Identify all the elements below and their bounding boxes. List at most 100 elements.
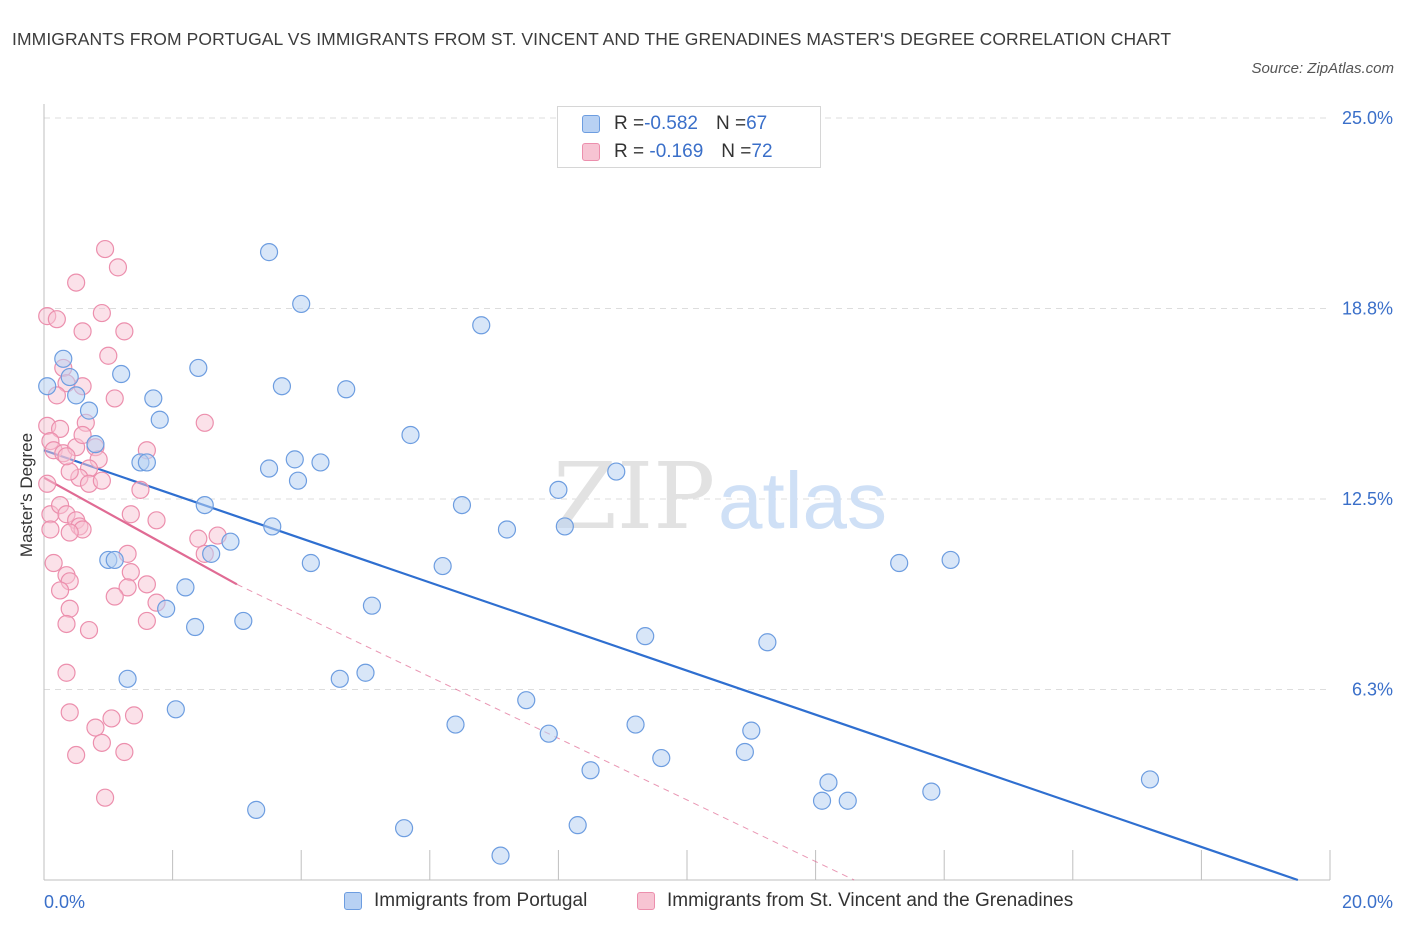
portugal-point	[356, 663, 375, 682]
st-vincent-point	[121, 505, 140, 524]
st-vincent-point	[73, 322, 92, 341]
st-vincent-point	[121, 563, 140, 582]
st-vincent-point	[105, 389, 124, 408]
portugal-point	[79, 401, 99, 420]
st-vincent-point	[79, 620, 99, 640]
legend-item-st-vincent[interactable]: Immigrants from St. Vincent and the Gren…	[637, 890, 1073, 912]
watermark: ZIP atlas	[553, 443, 887, 550]
portugal-point	[137, 453, 156, 472]
portugal-point	[452, 495, 472, 515]
portugal-point	[819, 773, 838, 792]
st-vincent-point	[73, 425, 92, 445]
portugal-point	[285, 450, 304, 469]
portugal-point	[758, 633, 777, 652]
portugal-point	[221, 532, 240, 551]
st-vincent-point	[60, 462, 79, 481]
portugal-point	[263, 517, 282, 536]
portugal-point	[176, 578, 195, 597]
st-vincent-point	[195, 413, 214, 432]
y-tick-label: 18.8%	[1342, 299, 1393, 319]
st-vincent-point	[137, 575, 156, 594]
source-label: Source: ZipAtlas.com	[1251, 60, 1394, 77]
portugal-point	[394, 819, 414, 838]
y-tick-label: 25.0%	[1342, 108, 1393, 128]
st-vincent-point	[124, 706, 144, 725]
portugal-point	[517, 691, 536, 710]
st-vincent-point	[67, 745, 86, 765]
st-vincent-point	[115, 742, 134, 762]
portugal-point	[311, 453, 330, 472]
r-label: R =	[614, 113, 645, 134]
portugal-point	[86, 435, 105, 454]
st-vincent-point	[60, 523, 79, 542]
portugal-point	[626, 715, 645, 734]
portugal-point	[60, 367, 79, 387]
st-vincent-point	[60, 703, 79, 722]
x-tick-label: 0.0%	[44, 892, 85, 912]
tick-labels: 6.3% 12.5% 18.8% 25.0% 0.0% 20.0%	[44, 108, 1393, 912]
st-vincent-point	[95, 788, 115, 807]
portugal-point	[497, 520, 517, 539]
portugal-point	[922, 782, 941, 801]
watermark-zip: ZIP	[553, 443, 715, 550]
portugal-point	[189, 358, 208, 378]
portugal-point	[812, 791, 832, 810]
portugal-point	[247, 800, 266, 819]
st-vincent-point	[50, 419, 70, 438]
portugal-point	[735, 742, 754, 762]
st-vincent-point	[57, 447, 76, 466]
legend-label: Immigrants from Portugal	[374, 890, 588, 911]
legend-swatch-blue	[344, 892, 362, 910]
n-value: 72	[751, 141, 773, 162]
st-vincent-point	[105, 587, 124, 606]
watermark-atlas: atlas	[718, 456, 887, 545]
st-vincent-point	[86, 718, 105, 737]
portugal-point	[195, 495, 214, 515]
st-vincent-point	[95, 239, 115, 259]
st-vincent-point	[60, 599, 79, 618]
y-tick-label: 12.5%	[1342, 489, 1393, 509]
chart-title: IMMIGRANTS FROM PORTUGAL VS IMMIGRANTS F…	[12, 29, 1172, 49]
st-vincent-point	[99, 346, 118, 365]
legend-item-portugal[interactable]: Immigrants from Portugal	[344, 890, 587, 912]
portugal-point	[259, 243, 279, 262]
portugal-point	[330, 669, 349, 688]
portugal-point	[433, 556, 452, 576]
portugal-point	[105, 550, 124, 570]
portugal-point	[652, 748, 671, 768]
st-vincent-point	[118, 578, 137, 597]
portugal-point	[259, 459, 279, 478]
portugal-point	[234, 611, 253, 631]
legend-swatch-pink	[637, 892, 655, 910]
portugal-point	[941, 550, 960, 570]
st-vincent-point	[102, 709, 121, 728]
grid-lines	[44, 117, 1330, 690]
n-value: 67	[746, 113, 768, 134]
portugal-point	[890, 553, 909, 573]
st-vincent-point	[147, 511, 166, 530]
portugal-point	[401, 425, 420, 445]
portugal-point	[157, 599, 176, 618]
stats-row-portugal: R = -0.582 N = 67	[582, 110, 767, 138]
st-vincent-point	[115, 322, 134, 341]
st-vincent-point	[41, 520, 60, 539]
stats-box: R = -0.582 N = 67 R = -0.169 N = 72	[557, 106, 821, 168]
r-value: -0.169	[644, 141, 704, 162]
st-vincent-point	[57, 663, 76, 682]
n-label: N =	[721, 141, 752, 162]
portugal-point	[549, 480, 568, 499]
portugal-point	[539, 724, 558, 743]
legend: Immigrants from Portugal Immigrants from…	[0, 886, 1406, 920]
st-vincent-point	[137, 611, 156, 631]
st-vincent-point	[44, 553, 63, 573]
r-value: -0.582	[644, 113, 698, 134]
portugal-point	[67, 386, 86, 405]
portugal-point	[636, 627, 655, 646]
st-vincent-point	[131, 480, 150, 499]
portugal-point	[150, 410, 169, 429]
st-vincent-point	[189, 529, 208, 548]
st-vincent-point	[57, 614, 76, 634]
st-vincent-point	[108, 258, 128, 277]
portugal-point	[288, 471, 308, 490]
